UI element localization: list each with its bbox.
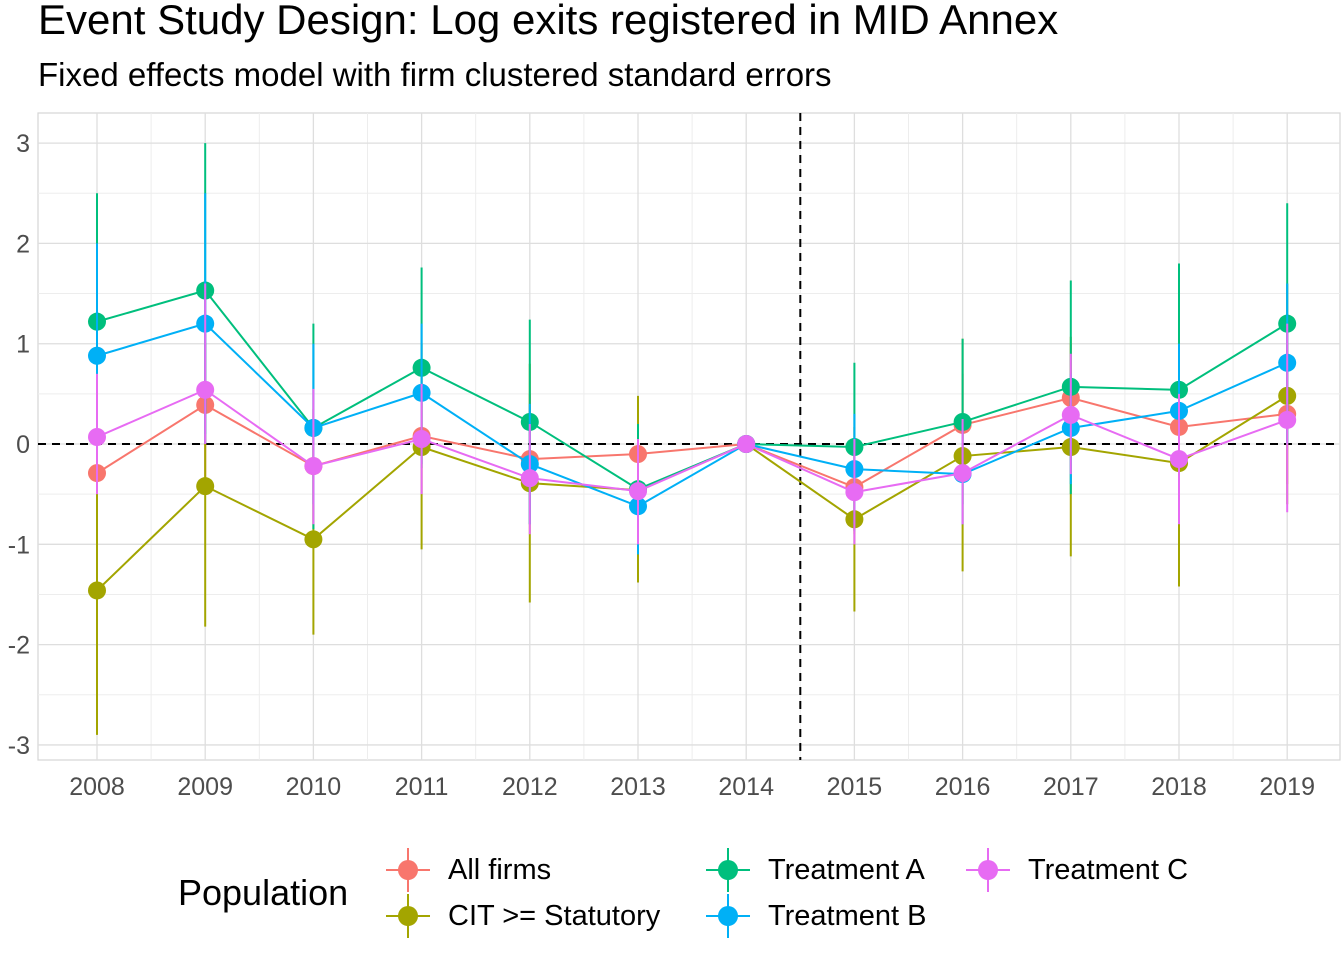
- legend-key: [966, 848, 1010, 892]
- legend-title: Population: [178, 872, 349, 913]
- chart-title: Event Study Design: Log exits registered…: [38, 0, 1059, 43]
- legend: Population All firms CIT >= Statutory Trea…: [178, 848, 1278, 938]
- data-point: [88, 428, 106, 447]
- panel-border: [37, 112, 1341, 761]
- y-tick-label: 3: [16, 130, 30, 158]
- legend-label: Treatment A: [768, 853, 925, 886]
- legend-item: Treatment C: [966, 848, 1188, 892]
- grid-lines: [38, 113, 1340, 760]
- axis-labels: 3 2 1 0 -1 -2 -3 2008 2009 2010 2011 2012 2013 2014 20…: [8, 130, 1315, 801]
- x-tick-label: 2011: [395, 773, 449, 801]
- y-tick-label: -3: [8, 732, 30, 760]
- data-point: [196, 380, 215, 399]
- x-tick-label: 2018: [1151, 773, 1207, 801]
- series-line: [96, 322, 1288, 508]
- legend-item: All firms: [386, 848, 551, 892]
- x-tick-label: 2019: [1259, 773, 1315, 801]
- data-point: [412, 430, 431, 449]
- x-tick-label: 2015: [827, 773, 883, 801]
- series-line: [96, 388, 1288, 494]
- data-point: [196, 477, 215, 496]
- y-tick-label: -1: [8, 531, 30, 559]
- x-tick-label: 2017: [1043, 773, 1099, 801]
- legend-key: [706, 848, 750, 892]
- x-tick-label: 2016: [935, 773, 991, 801]
- x-tick-label: 2009: [177, 773, 233, 801]
- data-point: [629, 482, 647, 501]
- legend-label: CIT >= Statutory: [448, 899, 661, 932]
- x-tick-label: 2014: [718, 773, 774, 801]
- legend-key: [386, 848, 430, 892]
- legend-item: Treatment B: [706, 894, 926, 938]
- data-point: [304, 457, 323, 476]
- series-line: [96, 396, 1288, 489]
- series-treatment-c: [88, 283, 1297, 545]
- series-layer: [88, 143, 1297, 735]
- x-tick-label: 2008: [69, 773, 125, 801]
- y-tick-label: 1: [16, 331, 30, 359]
- data-point: [953, 464, 972, 483]
- data-point: [737, 435, 756, 454]
- data-point: [1278, 410, 1297, 429]
- legend-label: Treatment C: [1028, 853, 1189, 886]
- data-point: [304, 530, 323, 549]
- reference-lines: [38, 113, 1340, 760]
- x-tick-label: 2010: [286, 773, 342, 801]
- data-point: [88, 346, 106, 365]
- data-point: [1061, 405, 1080, 424]
- y-tick-label: -2: [8, 632, 30, 660]
- legend-item: Treatment A: [706, 848, 925, 892]
- legend-label: Treatment B: [768, 899, 927, 932]
- data-point: [520, 469, 539, 488]
- chart-subtitle: Fixed effects model with firm clustered …: [38, 56, 832, 93]
- legend-key: [386, 894, 430, 938]
- legend-item: CIT >= Statutory: [386, 894, 660, 938]
- data-point: [845, 483, 864, 502]
- x-tick-label: 2013: [610, 773, 666, 801]
- y-tick-label: 2: [16, 230, 30, 258]
- legend-key: [706, 894, 750, 938]
- x-tick-label: 2012: [502, 773, 558, 801]
- data-point: [1170, 450, 1188, 469]
- data-point: [88, 581, 106, 600]
- legend-label: All firms: [448, 853, 552, 886]
- y-tick-label: 0: [16, 431, 30, 459]
